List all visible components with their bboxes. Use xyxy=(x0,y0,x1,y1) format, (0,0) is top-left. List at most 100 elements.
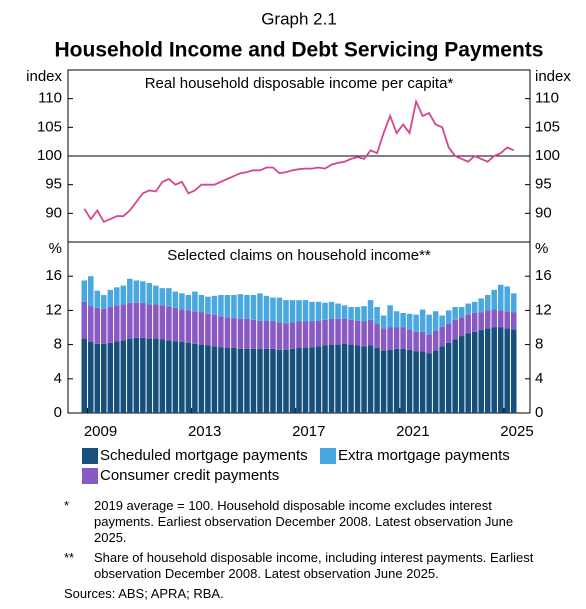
bar-segment xyxy=(237,348,244,413)
y-tick-label: 110 xyxy=(535,90,559,107)
bar-segment xyxy=(283,300,289,324)
bar-segment xyxy=(491,309,497,328)
bar-segment xyxy=(419,331,426,352)
bar-segment xyxy=(491,289,497,310)
bar-segment xyxy=(101,343,107,413)
bar-segment xyxy=(276,297,283,323)
bar-segment xyxy=(387,305,393,328)
chart: Graph 2.1 Household Income and Debt Serv… xyxy=(26,9,571,484)
bar-segment xyxy=(452,306,458,320)
bar-segment xyxy=(263,348,270,413)
bar-segment xyxy=(439,326,445,347)
legend-label: Scheduled mortgage payments xyxy=(100,447,308,464)
y-tick-label: 0 xyxy=(535,404,543,421)
bar-segment xyxy=(497,284,504,311)
bar-segment xyxy=(146,338,153,413)
bar-segment xyxy=(432,350,439,413)
bar-segment xyxy=(244,348,250,413)
sources: Sources: ABS; APRA; RBA. xyxy=(64,586,224,601)
bar-segment xyxy=(172,291,179,308)
bar-segment xyxy=(140,302,146,338)
bar-segment xyxy=(263,320,270,349)
bar-segment xyxy=(244,295,250,319)
bar-segment xyxy=(270,321,276,349)
bar-segment xyxy=(276,322,283,350)
bar-segment xyxy=(198,344,205,413)
bar-segment xyxy=(413,314,419,332)
x-tick-label: 2021 xyxy=(396,423,429,440)
y-tick-label: 8 xyxy=(54,336,62,353)
bar-segment xyxy=(120,304,127,341)
bar-segment xyxy=(289,300,296,323)
bar-segment xyxy=(224,295,231,318)
bar-segment xyxy=(367,319,374,346)
bar-segment xyxy=(153,285,159,305)
bar-segment xyxy=(101,308,107,344)
bar-segment xyxy=(510,329,517,413)
bar-segment xyxy=(426,334,432,354)
bar-segment xyxy=(341,305,348,319)
bar-segment xyxy=(179,342,185,413)
bar-segment xyxy=(471,331,478,413)
bar-segment xyxy=(400,312,406,328)
bar-segment xyxy=(465,314,471,334)
note: ** Share of household disposable income, … xyxy=(64,550,534,582)
bar-segment xyxy=(114,341,120,413)
note-text: 2019 average = 100. Household disposable… xyxy=(94,498,514,545)
bar-segment xyxy=(439,346,445,413)
bar-segment xyxy=(387,349,393,413)
bar-segment xyxy=(159,305,166,340)
bar-segment xyxy=(497,310,504,328)
bar-segment xyxy=(322,302,328,320)
bar-segment xyxy=(478,312,484,331)
bar-segment xyxy=(107,342,114,413)
bar-segment xyxy=(484,295,491,311)
bar-segment xyxy=(296,300,302,322)
bar-segment xyxy=(192,343,198,413)
bar-segment xyxy=(458,317,465,337)
bar-segment xyxy=(218,347,224,413)
bar-segment xyxy=(335,344,341,413)
bar-segment xyxy=(270,348,276,413)
bar-segment xyxy=(348,306,354,320)
y-tick-label: 100 xyxy=(37,147,62,164)
income-line xyxy=(83,98,515,224)
bar-segment xyxy=(510,312,517,330)
y-unit: index xyxy=(26,68,62,85)
bar-segment xyxy=(452,319,458,340)
bar-segment xyxy=(185,295,192,311)
bar-segment xyxy=(504,328,510,413)
bar-segment xyxy=(81,338,88,413)
bar-segment xyxy=(276,349,283,413)
bar-segment xyxy=(237,294,244,319)
note: * 2019 average = 100. Household disposabl… xyxy=(64,498,534,546)
bar-segment xyxy=(133,302,140,338)
bar-segment xyxy=(361,346,367,413)
bar-segment xyxy=(211,346,218,413)
bar-segment xyxy=(309,347,315,413)
bar-segment xyxy=(367,300,374,320)
bar-segment xyxy=(289,348,296,413)
bar-segment xyxy=(458,306,465,318)
bar-segment xyxy=(205,313,211,346)
bar-segment xyxy=(367,345,374,413)
bar-segment xyxy=(315,346,322,413)
bar-segment xyxy=(263,295,270,321)
bar-segment xyxy=(439,315,445,327)
bar-segment xyxy=(198,312,205,345)
bar-segment xyxy=(465,303,471,315)
bar-segment xyxy=(81,280,88,302)
bar-segment xyxy=(205,345,211,413)
bar-segment xyxy=(172,307,179,342)
bar-segment xyxy=(478,298,484,313)
y-tick-label: 105 xyxy=(37,118,62,135)
bar-segment xyxy=(205,296,211,314)
bar-segment xyxy=(354,345,361,413)
y-unit: index xyxy=(535,68,571,85)
bar-segment xyxy=(341,343,348,413)
bar-segment xyxy=(387,327,393,350)
bar-segment xyxy=(114,305,120,342)
y-tick-label: 90 xyxy=(535,204,552,221)
y-tick-label: 16 xyxy=(45,267,62,284)
bar-segment xyxy=(374,348,380,413)
